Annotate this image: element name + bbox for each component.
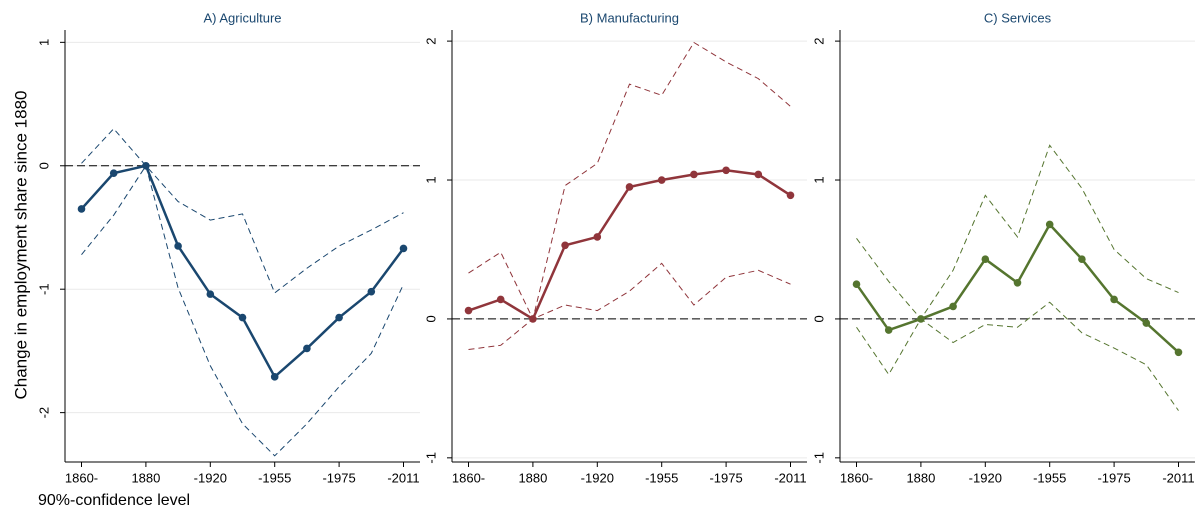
ci-line (856, 301, 1179, 411)
point (77, 205, 86, 213)
point (1078, 255, 1086, 263)
x-tick-label: 1860- (452, 470, 485, 485)
x-tick-label: 1860- (840, 470, 873, 485)
point (367, 287, 376, 296)
x-tick-label: -1955 (645, 470, 678, 485)
point (335, 313, 343, 322)
y-tick-label: 0 (423, 315, 438, 322)
point (1174, 348, 1183, 357)
point (174, 242, 182, 250)
series-line (855, 222, 1180, 354)
x-tick-label: -2011 (387, 470, 419, 485)
series-line (80, 164, 405, 379)
point (722, 166, 730, 175)
x-tick-label: -1920 (969, 470, 1002, 485)
x-tick-label: -1975 (322, 470, 355, 485)
point (270, 373, 279, 381)
series-line (468, 169, 792, 321)
y-tick-label: 1 (811, 176, 826, 183)
point (496, 295, 505, 304)
point (852, 280, 861, 288)
x-tick-label: -1920 (581, 470, 614, 485)
y-tick-label: -1 (423, 452, 438, 464)
y-axis-title: Change in employment share since 1880 (11, 90, 30, 399)
x-tick-label: -1955 (258, 470, 291, 485)
point (206, 290, 215, 298)
point (1013, 279, 1022, 287)
x-tick-label: -2011 (1162, 470, 1194, 485)
point (109, 169, 118, 177)
x-tick-label: -2011 (774, 470, 806, 485)
ci-line (468, 262, 791, 350)
x-tick-label: 1880 (131, 470, 160, 485)
point (786, 191, 795, 200)
y-tick-label: -2 (36, 407, 51, 419)
x-tick-label: 1880 (518, 470, 547, 485)
y-tick-label: -1 (36, 283, 51, 295)
point (1110, 295, 1118, 304)
panel-title: B) Manufacturing (580, 10, 679, 25)
note: 90%-confidence level (38, 492, 190, 509)
y-tick-label: -1 (811, 452, 826, 464)
point (399, 244, 408, 253)
ci-line (468, 41, 791, 321)
point (238, 313, 247, 322)
x-tick-label: 1880 (906, 470, 935, 485)
point (1142, 319, 1151, 327)
x-tick-label: 1860- (65, 470, 98, 485)
point (593, 233, 602, 241)
ci-line (81, 164, 404, 457)
point (657, 176, 666, 184)
point (884, 326, 893, 334)
y-tick-label: 1 (36, 39, 51, 46)
ci-line (856, 144, 1179, 320)
point (464, 306, 473, 315)
point (754, 170, 763, 179)
x-tick-label: -1975 (709, 470, 742, 485)
y-tick-label: 0 (811, 315, 826, 322)
point (949, 302, 957, 311)
point (1045, 220, 1054, 229)
x-tick-label: -1975 (1097, 470, 1130, 485)
panel-title: C) Services (984, 10, 1052, 25)
ci-line (81, 127, 404, 294)
point (561, 241, 569, 250)
x-tick-label: -1920 (194, 470, 227, 485)
point (303, 344, 311, 353)
panel-title: A) Agriculture (203, 10, 281, 25)
point (981, 255, 990, 263)
y-tick-label: 2 (811, 37, 826, 44)
y-tick-label: 1 (423, 176, 438, 183)
y-tick-label: 2 (423, 37, 438, 44)
point (625, 183, 634, 191)
x-tick-label: -1955 (1033, 470, 1066, 485)
point (690, 170, 698, 179)
y-tick-label: 0 (36, 162, 51, 169)
